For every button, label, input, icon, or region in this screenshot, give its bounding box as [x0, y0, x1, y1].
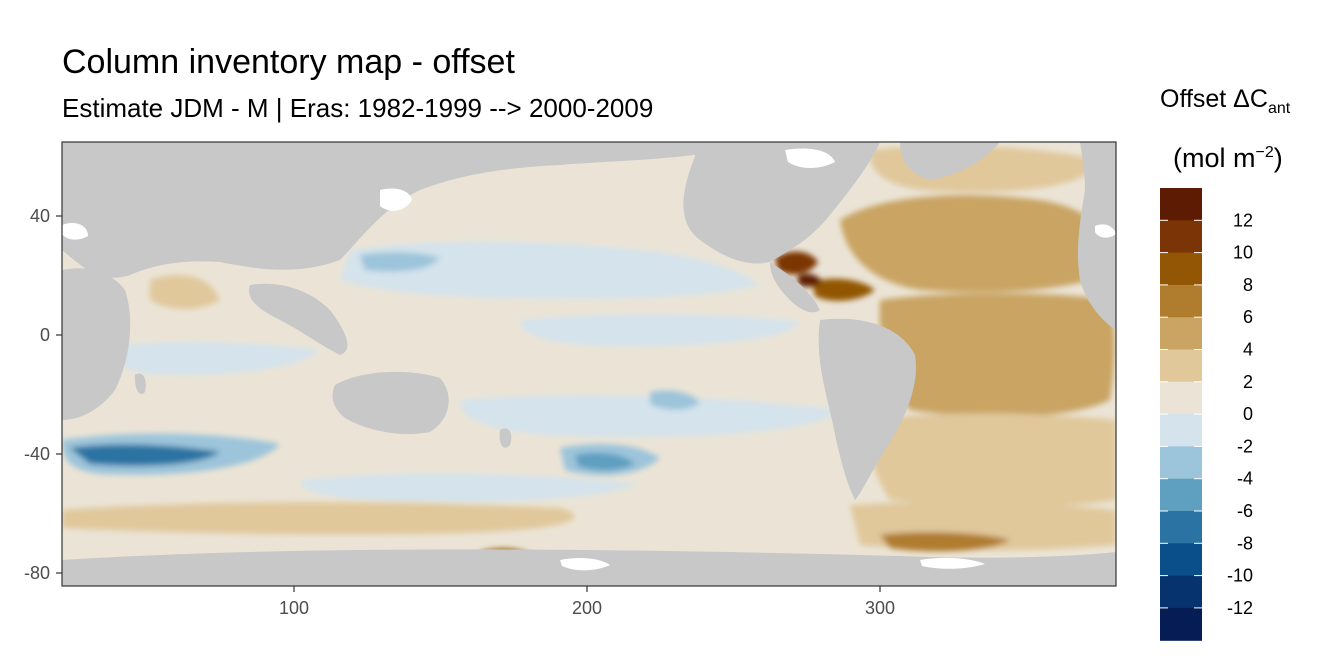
southern-indian-core: [70, 444, 220, 466]
caribbean: [812, 278, 875, 301]
legend-title-prefix: Offset ΔC: [1160, 85, 1268, 113]
y-axis: 40 0 -40 -80: [24, 206, 62, 583]
legend-label: 2: [1243, 372, 1253, 392]
chart-subtitle: Estimate JDM - M | Eras: 1982-1999 --> 2…: [62, 93, 654, 123]
eurasia-north: [62, 142, 760, 278]
missing-okhotsk: [380, 188, 412, 211]
south-pacific-patch: [650, 390, 700, 410]
legend-label: -8: [1237, 533, 1253, 553]
legend-label: -2: [1237, 436, 1253, 456]
legend-swatch: [1160, 511, 1202, 544]
indian-ocean-band: [116, 342, 320, 375]
legend-swatches: [1160, 188, 1202, 641]
map-chart: 100 200 300 40 0 -40 -80: [24, 141, 1117, 618]
missing-data: [62, 148, 1116, 571]
legend-unit-suffix: ): [1273, 143, 1283, 173]
legend-label: 4: [1243, 340, 1253, 360]
legend-swatch: [1160, 446, 1202, 480]
equatorial-pacific-band: [520, 314, 800, 347]
legend-label: -10: [1227, 566, 1253, 586]
legend-swatch: [1160, 188, 1202, 221]
north-america: [683, 142, 880, 264]
legend-labels: 12 10 8 6 4 2 0 -2 -4 -6 -8 -10 -12: [1160, 210, 1253, 618]
arabian-sea: [150, 275, 220, 309]
missing-hudson: [785, 148, 835, 168]
legend-title: Offset ΔCant (mol m−2): [1160, 82, 1330, 175]
weddell-sea: [880, 532, 1010, 552]
missing-arctic-west: [62, 223, 88, 240]
legend-label: 6: [1243, 307, 1253, 327]
madagascar: [134, 373, 146, 395]
legend-swatch: [1160, 478, 1202, 512]
legend-label: -4: [1237, 469, 1253, 489]
panel-border: [61, 141, 1117, 587]
missing-antarctic-shelf: [560, 557, 610, 571]
missing-weddell: [920, 557, 985, 569]
africa: [62, 268, 131, 420]
legend-swatch: [1160, 284, 1202, 318]
north-atlantic: [840, 195, 1116, 293]
y-tick-label: 40: [30, 206, 50, 226]
gulf-of-mexico: [775, 251, 818, 275]
positive-regions: [62, 145, 1116, 565]
southeast-asia: [249, 283, 348, 355]
x-tick-label: 100: [279, 598, 309, 618]
color-legend: 12 10 8 6 4 2 0 -2 -4 -6 -8 -10 -12: [1160, 188, 1253, 641]
north-pacific-kuroshio: [360, 252, 440, 272]
southern-ocean-pacific-core: [575, 452, 635, 471]
x-tick-label: 300: [865, 598, 895, 618]
y-tick-label: -40: [24, 444, 50, 464]
legend-swatch: [1160, 252, 1202, 286]
legend-swatch: [1160, 317, 1202, 351]
legend-swatch: [1160, 607, 1202, 641]
x-tick-label: 200: [572, 598, 602, 618]
greenland: [900, 142, 1000, 180]
legend-swatch: [1160, 414, 1202, 447]
missing-arctic-east: [1095, 224, 1116, 238]
new-zealand: [499, 428, 512, 448]
mediterranean: [798, 274, 822, 287]
legend-swatch: [1160, 543, 1202, 577]
legend-label: 0: [1243, 404, 1253, 424]
legend-swatch: [1160, 349, 1202, 383]
legend-label: 12: [1233, 210, 1253, 230]
x-axis: 100 200 300: [279, 586, 895, 618]
legend-swatch: [1160, 575, 1202, 609]
legend-label: -6: [1237, 501, 1253, 521]
australia: [332, 371, 449, 435]
atlantic-band: [879, 293, 1115, 417]
legend-swatch: [1160, 381, 1202, 415]
central-america: [770, 262, 820, 313]
legend-label: 10: [1233, 243, 1253, 263]
south-pacific-band: [460, 395, 840, 437]
europe-africa-east: [1077, 142, 1116, 330]
legend-swatch: [1160, 220, 1202, 254]
southern-ocean-band: [300, 473, 640, 503]
y-tick-label: 0: [40, 325, 50, 345]
legend-label: -12: [1227, 598, 1253, 618]
southern-ocean-indian-band: [62, 502, 575, 535]
south-atlantic: [868, 413, 1116, 507]
y-tick-label: -80: [24, 563, 50, 583]
legend-label: 8: [1243, 275, 1253, 295]
north-pacific-band: [340, 241, 760, 299]
south-america: [818, 318, 916, 500]
legend-title-subscript: ant: [1267, 100, 1291, 117]
legend-unit-superscript: −2: [1255, 144, 1274, 161]
chart-title: Column inventory map - offset: [62, 43, 515, 81]
negative-regions: [62, 241, 840, 503]
legend-unit-prefix: (mol m: [1173, 143, 1256, 173]
